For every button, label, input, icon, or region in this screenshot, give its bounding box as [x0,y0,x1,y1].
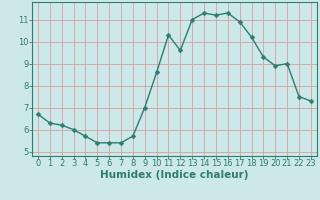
X-axis label: Humidex (Indice chaleur): Humidex (Indice chaleur) [100,170,249,180]
